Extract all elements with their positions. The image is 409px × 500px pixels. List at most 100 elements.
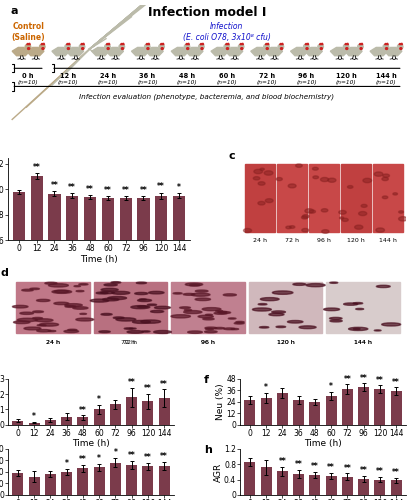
Circle shape (107, 48, 109, 50)
Text: *: * (113, 448, 117, 458)
Circle shape (235, 322, 243, 323)
Bar (326, 282, 399, 333)
Bar (276, 393, 287, 425)
Circle shape (317, 44, 323, 49)
Circle shape (137, 299, 151, 302)
Circle shape (398, 216, 406, 221)
Text: *: * (328, 382, 332, 392)
Circle shape (223, 328, 234, 330)
Circle shape (205, 328, 213, 330)
Bar (244, 164, 274, 232)
Polygon shape (330, 48, 347, 56)
Polygon shape (265, 43, 268, 44)
Text: *: * (264, 384, 267, 392)
Circle shape (276, 178, 282, 180)
Bar (12, 473, 23, 495)
Circle shape (144, 44, 150, 49)
Text: **: ** (144, 384, 151, 394)
Circle shape (275, 326, 285, 328)
Text: *: * (97, 454, 101, 463)
Circle shape (65, 304, 82, 306)
Text: 120 h: 120 h (276, 340, 294, 345)
Circle shape (186, 48, 188, 50)
Bar (171, 282, 244, 333)
Polygon shape (185, 48, 202, 56)
Circle shape (289, 226, 294, 228)
Circle shape (226, 48, 228, 50)
Polygon shape (239, 43, 243, 44)
Circle shape (392, 192, 396, 195)
Bar (126, 465, 137, 495)
Circle shape (37, 330, 51, 332)
Circle shape (20, 312, 34, 314)
Circle shape (218, 312, 226, 313)
Text: **: ** (326, 463, 334, 472)
Bar (325, 396, 336, 425)
Bar (341, 389, 352, 425)
Circle shape (187, 331, 202, 334)
Circle shape (67, 48, 69, 50)
Text: **: ** (86, 185, 94, 194)
Circle shape (214, 328, 224, 329)
Text: 144 h: 144 h (375, 73, 396, 79)
Text: 0 h: 0 h (22, 73, 34, 79)
Circle shape (373, 172, 382, 176)
Circle shape (323, 308, 339, 310)
Circle shape (76, 290, 84, 292)
Circle shape (357, 44, 362, 49)
Circle shape (381, 178, 387, 180)
Circle shape (265, 48, 267, 50)
X-axis label: Time (h): Time (h) (303, 440, 341, 448)
Text: **: ** (128, 452, 135, 460)
Circle shape (308, 210, 315, 213)
Circle shape (321, 230, 328, 234)
Circle shape (272, 291, 292, 294)
Circle shape (17, 318, 38, 322)
Polygon shape (398, 43, 402, 44)
Bar (77, 418, 88, 425)
Polygon shape (304, 48, 321, 56)
Circle shape (306, 284, 324, 286)
Text: **: ** (375, 376, 383, 384)
Polygon shape (120, 43, 124, 44)
Circle shape (79, 284, 88, 285)
Circle shape (343, 303, 357, 306)
Circle shape (384, 48, 387, 50)
Text: 96 h: 96 h (200, 340, 214, 345)
Circle shape (30, 288, 39, 290)
Circle shape (259, 168, 264, 170)
Circle shape (36, 300, 50, 302)
Bar (244, 462, 255, 495)
Circle shape (381, 323, 400, 326)
Circle shape (136, 282, 146, 284)
Circle shape (258, 182, 264, 185)
Circle shape (96, 292, 108, 294)
Bar (12, 420, 23, 425)
Circle shape (265, 198, 272, 202)
Circle shape (141, 320, 160, 323)
Text: **: ** (391, 378, 399, 386)
Circle shape (22, 289, 33, 291)
Polygon shape (344, 48, 361, 56)
Bar (155, 196, 167, 500)
Circle shape (39, 44, 45, 49)
Bar (308, 164, 339, 232)
Text: **: ** (278, 457, 285, 466)
Circle shape (12, 306, 28, 308)
Circle shape (259, 326, 268, 328)
Circle shape (154, 306, 170, 309)
Circle shape (112, 292, 130, 294)
Polygon shape (146, 48, 163, 56)
Bar (101, 198, 114, 500)
Circle shape (127, 330, 143, 334)
Polygon shape (66, 43, 70, 44)
Polygon shape (265, 48, 282, 56)
Circle shape (398, 211, 402, 213)
Text: Control
(Saline): Control (Saline) (11, 22, 45, 42)
Circle shape (139, 299, 146, 300)
Text: **: ** (343, 374, 351, 384)
Circle shape (40, 323, 58, 326)
Bar (309, 475, 320, 495)
Circle shape (67, 329, 77, 330)
Circle shape (312, 176, 318, 178)
